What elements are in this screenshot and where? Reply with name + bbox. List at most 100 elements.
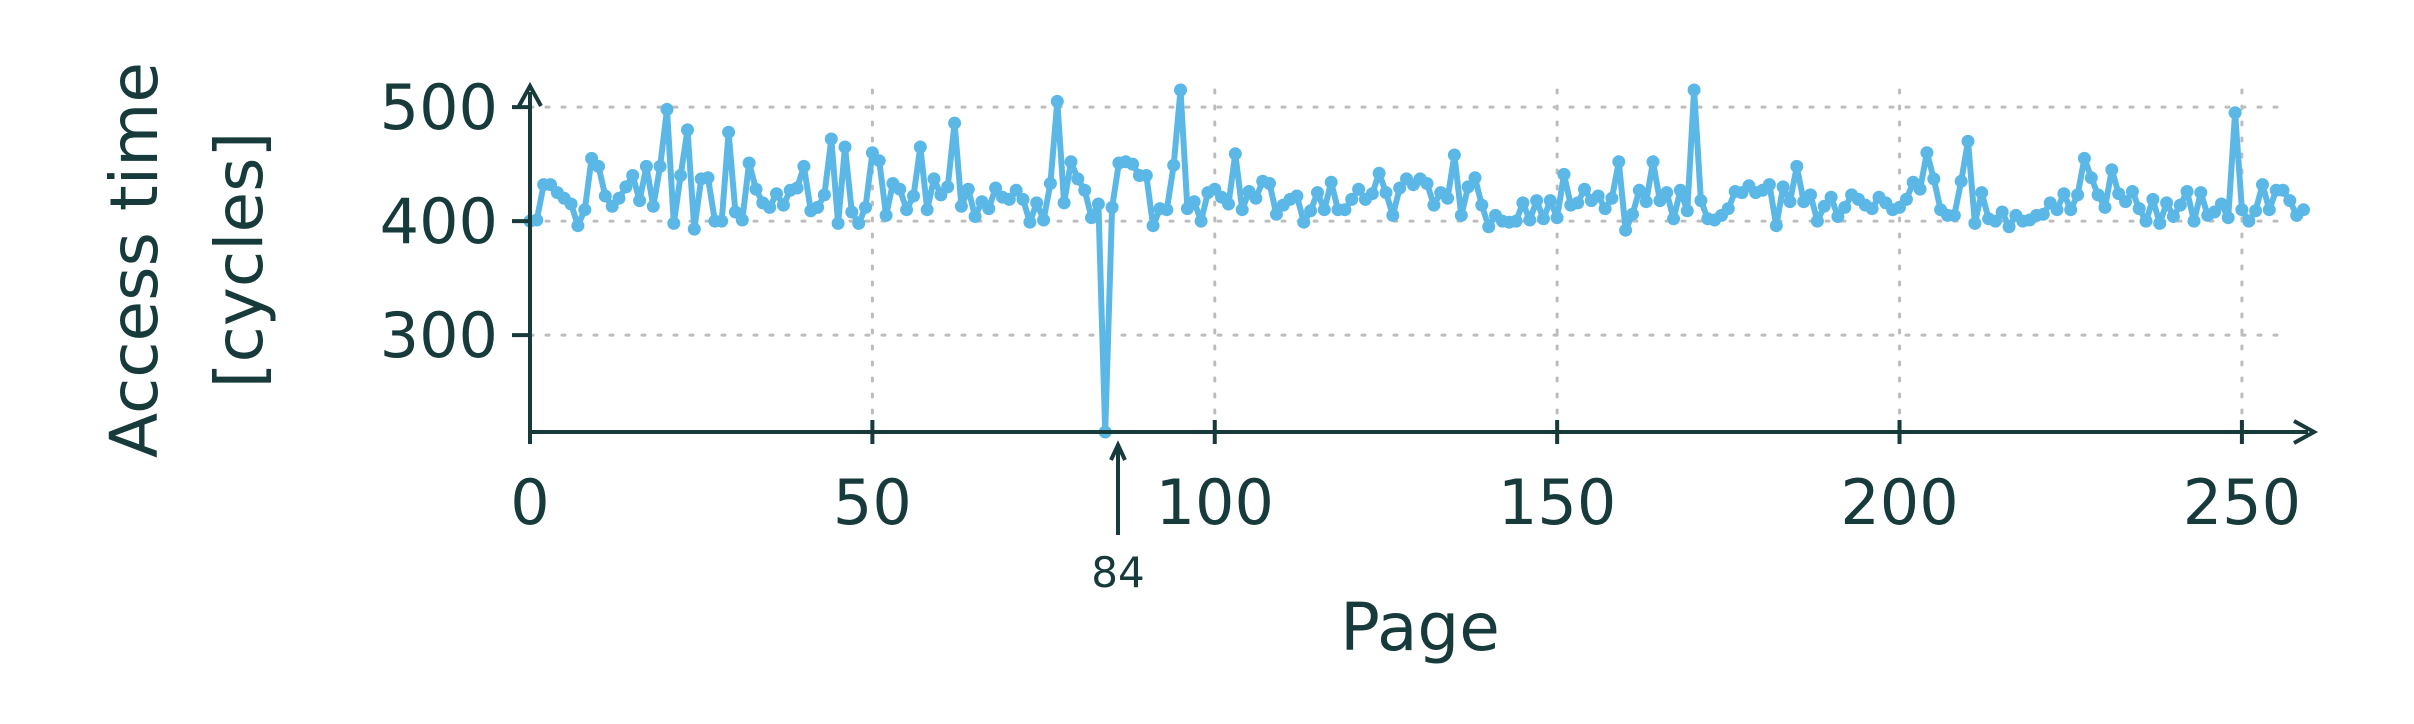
data-point bbox=[941, 180, 955, 194]
data-point bbox=[1146, 219, 1160, 233]
data-point bbox=[1954, 174, 1968, 188]
data-point bbox=[1043, 177, 1057, 190]
data-point bbox=[920, 203, 934, 217]
data-point bbox=[2173, 198, 2187, 212]
data-point bbox=[763, 200, 777, 214]
data-point bbox=[1290, 189, 1304, 203]
data-point bbox=[1064, 155, 1078, 169]
data-point bbox=[838, 140, 852, 154]
data-point bbox=[989, 181, 1003, 195]
data-point bbox=[1454, 208, 1468, 222]
data-point bbox=[1530, 194, 1544, 208]
data-point bbox=[1139, 169, 1153, 182]
data-point bbox=[1091, 197, 1105, 211]
data-point bbox=[1947, 208, 1961, 222]
data-point bbox=[1516, 196, 1530, 210]
data-point bbox=[2146, 192, 2160, 206]
data-point bbox=[1598, 202, 1612, 216]
data-point bbox=[1913, 182, 1927, 196]
data-point bbox=[790, 181, 804, 195]
data-point bbox=[2194, 186, 2208, 200]
data-point bbox=[2235, 203, 2249, 217]
data-point bbox=[1447, 148, 1461, 162]
data-point bbox=[1810, 214, 1824, 228]
data-point bbox=[1961, 134, 1975, 148]
data-point bbox=[1783, 195, 1797, 209]
data-point bbox=[722, 125, 736, 139]
data-point bbox=[2050, 203, 2064, 217]
data-point bbox=[1078, 183, 1092, 197]
data-point bbox=[1680, 204, 1694, 218]
data-point bbox=[1509, 214, 1523, 228]
data-point bbox=[1249, 191, 1263, 205]
data-point bbox=[667, 216, 681, 230]
data-point bbox=[1899, 192, 1913, 206]
data-point bbox=[1605, 191, 1619, 205]
data-point bbox=[2064, 203, 2078, 217]
data-point bbox=[982, 202, 996, 216]
data-point bbox=[961, 182, 975, 196]
data-point bbox=[1523, 213, 1537, 227]
data-point bbox=[1002, 192, 1016, 206]
data-point bbox=[2084, 171, 2098, 185]
data-point bbox=[927, 172, 941, 186]
data-point bbox=[571, 219, 585, 233]
data-point bbox=[1228, 147, 1242, 161]
data-point bbox=[633, 194, 647, 208]
annotation: 84 bbox=[1091, 440, 1145, 597]
data-point bbox=[1968, 216, 1982, 230]
y-tick-label: 400 bbox=[380, 185, 498, 258]
data-point bbox=[1174, 83, 1187, 97]
data-point bbox=[701, 171, 715, 185]
data-point bbox=[1557, 167, 1571, 181]
data-point bbox=[1441, 191, 1455, 205]
data-point bbox=[1571, 196, 1585, 210]
data-point bbox=[687, 222, 701, 236]
data-point bbox=[1379, 186, 1393, 200]
data-point bbox=[1612, 155, 1626, 169]
annotation-arrowhead bbox=[1109, 440, 1127, 461]
data-point bbox=[1372, 166, 1386, 180]
x-tick-label: 150 bbox=[1498, 466, 1616, 539]
data-point bbox=[1550, 211, 1564, 225]
data-point bbox=[1639, 195, 1653, 209]
data-point bbox=[1804, 188, 1817, 202]
data-point bbox=[1009, 183, 1023, 197]
tick-labels: 300 400 500 0 50 100 150 200 250 bbox=[380, 71, 2301, 539]
data-point bbox=[1578, 182, 1591, 196]
data-point bbox=[1790, 159, 1804, 173]
data-point bbox=[749, 182, 763, 196]
data-point bbox=[1468, 171, 1482, 185]
data-point bbox=[1311, 186, 1324, 200]
data-point bbox=[1776, 180, 1790, 194]
data-point bbox=[1831, 210, 1845, 223]
data-point bbox=[592, 159, 605, 173]
y-axis-title-line-1: Access time bbox=[96, 62, 173, 458]
data-point bbox=[2002, 220, 2016, 234]
data-point bbox=[2139, 214, 2153, 228]
annotation-label: 84 bbox=[1091, 548, 1144, 597]
data-point bbox=[948, 116, 962, 130]
data-point bbox=[770, 187, 783, 201]
series-line bbox=[527, 87, 2307, 435]
data-point bbox=[1632, 183, 1646, 197]
data-point bbox=[2091, 188, 2105, 202]
data-point bbox=[1317, 203, 1331, 217]
x-tick-label: 50 bbox=[833, 466, 912, 539]
data-point bbox=[1762, 178, 1776, 192]
data-point bbox=[1304, 204, 1318, 218]
data-point bbox=[2132, 202, 2146, 216]
data-point bbox=[1126, 157, 1140, 171]
data-point bbox=[2214, 197, 2228, 211]
data-point bbox=[1694, 194, 1708, 208]
data-point bbox=[1817, 199, 1831, 213]
data-point bbox=[1475, 198, 1489, 212]
data-point bbox=[1995, 205, 2009, 219]
data-point bbox=[2036, 207, 2050, 221]
data-point bbox=[1037, 213, 1051, 227]
data-point bbox=[2153, 216, 2167, 230]
x-tick-label: 100 bbox=[1156, 466, 1274, 539]
data-point bbox=[1352, 182, 1366, 196]
data-point bbox=[2256, 178, 2269, 192]
data-point bbox=[674, 169, 688, 182]
